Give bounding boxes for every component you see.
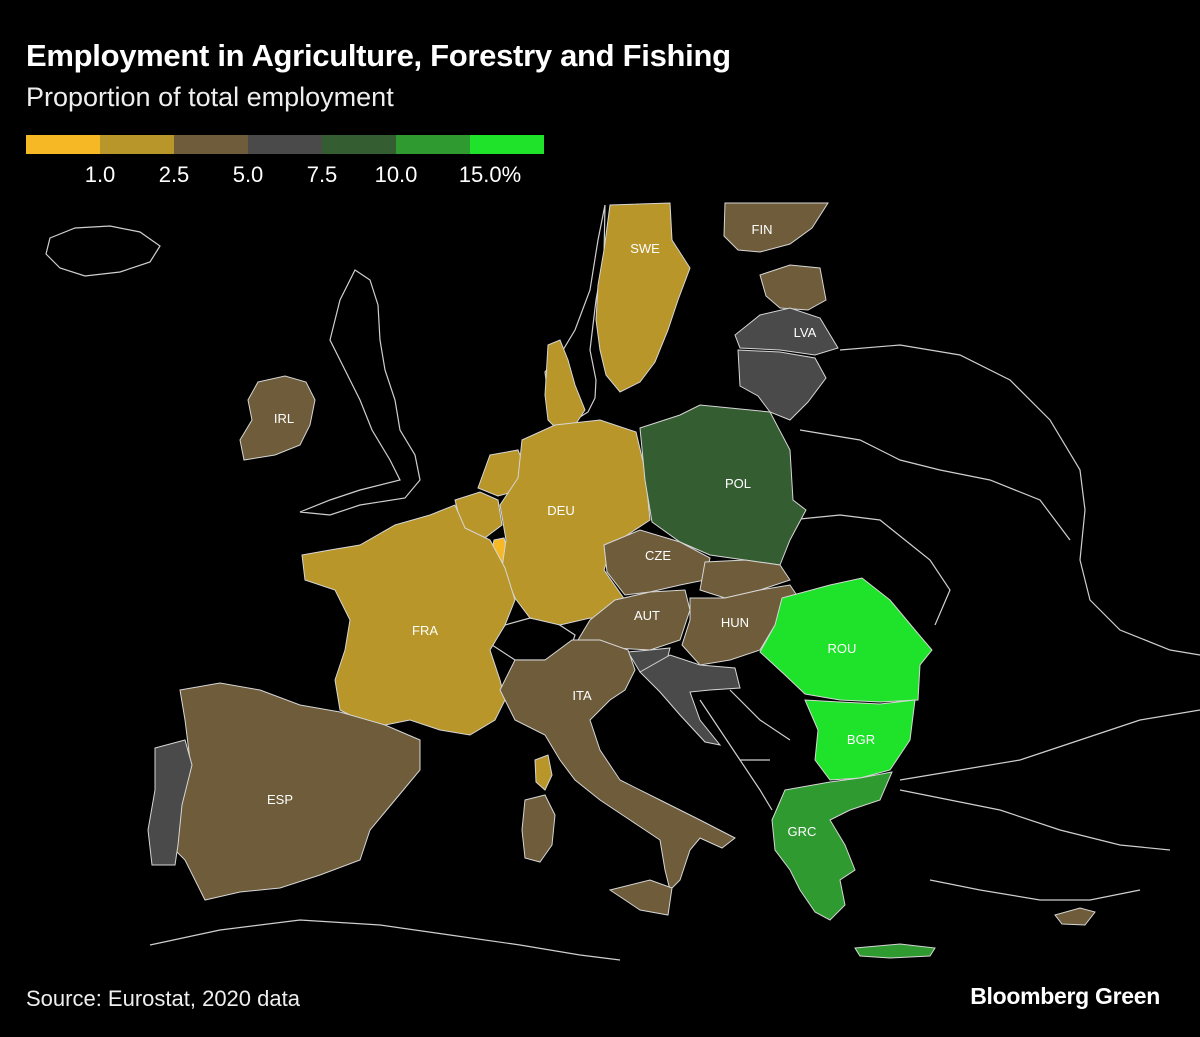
legend-break-4: 7.5 [306,162,338,187]
outline-east [789,344,1200,656]
legend-break-5: 10.0 [374,162,418,187]
country-sicily[interactable] [608,879,673,916]
outline-iceland [45,225,161,277]
label-cze: CZE [645,548,671,563]
legend-swatch-2 [100,135,174,154]
legend-break-1: 1.0 [84,162,116,187]
country-italy[interactable] [499,639,736,891]
legend-swatch-5 [322,135,396,154]
country-labels: SWE FIN LVA IRL POL DEU CZE FRA AUT HUN … [267,222,875,839]
label-lva: LVA [794,325,817,340]
map-title: Employment in Agriculture, Forestry and … [26,38,731,73]
country-greece[interactable] [771,771,893,921]
europe-map: SWE FIN LVA IRL POL DEU CZE FRA AUT HUN … [45,202,1200,961]
label-pol: POL [725,476,751,491]
label-swe: SWE [630,241,660,256]
outline-turkey [899,789,1171,901]
legend-break-6: 15.0% [458,162,522,187]
label-fra: FRA [412,623,438,638]
country-denmark[interactable] [544,339,586,433]
country-lithuania[interactable] [737,349,827,421]
country-croatia[interactable] [639,654,741,746]
legend-swatch-4 [248,135,322,154]
label-bgr: BGR [847,732,875,747]
label-hun: HUN [721,615,749,630]
country-portugal[interactable] [147,739,193,866]
country-france[interactable] [301,504,516,736]
country-ireland[interactable] [239,375,316,461]
country-slovakia[interactable] [699,559,791,599]
color-legend: 1.0 2.5 5.0 7.5 10.0 15.0% [26,135,546,195]
country-finland[interactable] [723,202,829,253]
outline-balkans [699,689,1200,811]
country-latvia[interactable] [734,307,839,356]
country-corsica[interactable] [534,754,553,791]
legend-break-3: 5.0 [232,162,264,187]
label-aut: AUT [634,608,660,623]
label-irl: IRL [274,411,294,426]
outline-uk [299,269,421,516]
country-poland[interactable] [639,404,807,566]
legend-break-2: 2.5 [158,162,190,187]
label-rou: ROU [828,641,857,656]
map-subtitle: Proportion of total employment [26,82,394,112]
outline-africa [149,919,621,961]
legend-labels: 1.0 2.5 5.0 7.5 10.0 15.0% [26,154,546,187]
label-esp: ESP [267,792,293,807]
country-sweden[interactable] [595,202,691,393]
legend-swatch-3 [174,135,248,154]
brand-logo: Bloomberg Green [970,983,1160,1009]
source-note: Source: Eurostat, 2020 data [26,986,300,1011]
label-deu: DEU [547,503,574,518]
legend-color-bar [26,135,544,154]
legend-swatch-1 [26,135,100,154]
country-bulgaria[interactable] [804,699,916,781]
country-cyprus[interactable] [1054,907,1096,926]
country-czechia[interactable] [603,529,711,596]
country-estonia[interactable] [759,264,827,311]
country-sardinia[interactable] [521,794,556,863]
label-fin: FIN [752,222,773,237]
country-crete[interactable] [854,943,936,959]
label-grc: GRC [788,824,817,839]
legend-swatch-6 [396,135,470,154]
outline-countries [45,204,1200,961]
country-romania[interactable] [759,577,933,703]
eu-countries [147,202,1096,959]
label-ita: ITA [572,688,592,703]
legend-swatch-7 [470,135,544,154]
